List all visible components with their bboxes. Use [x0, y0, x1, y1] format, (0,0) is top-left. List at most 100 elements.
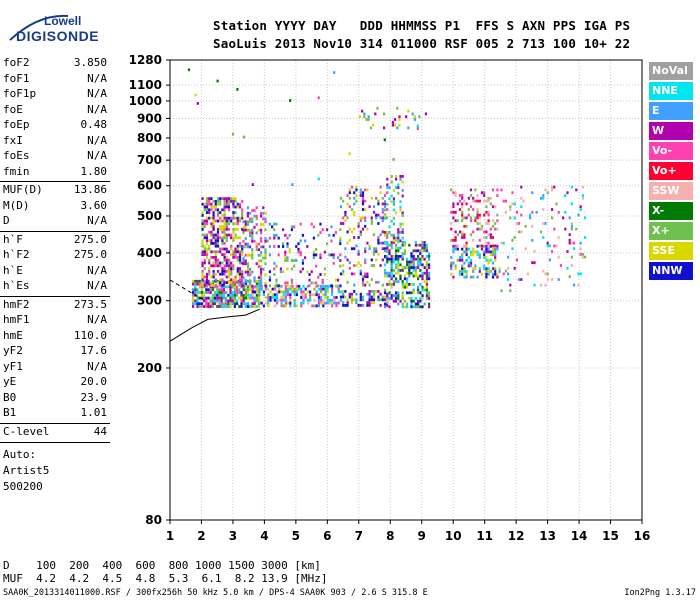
echo-point — [222, 291, 225, 294]
echo-point — [483, 230, 486, 234]
echo-point — [227, 200, 231, 203]
echo-point — [268, 275, 271, 279]
echo-point — [399, 269, 402, 272]
echo-point — [218, 291, 221, 294]
echo-point — [423, 288, 426, 292]
logo-bottom-text: DIGISONDE — [16, 28, 100, 44]
echo-point — [212, 270, 215, 273]
echo-point — [216, 299, 219, 303]
echo-point — [265, 301, 268, 305]
param-value: 275.0 — [73, 248, 107, 261]
echo-point — [241, 247, 244, 251]
echo-point — [205, 239, 209, 242]
param-name: C-level — [3, 424, 50, 438]
echo-point — [219, 200, 222, 203]
echo-point — [391, 120, 394, 124]
echo-point — [498, 270, 501, 273]
echo-point — [461, 219, 464, 223]
echo-point — [238, 236, 242, 240]
echo-point — [251, 234, 254, 238]
echo-point — [386, 292, 389, 296]
echo-point — [284, 304, 287, 308]
echo-point — [273, 284, 276, 288]
echo-point — [546, 244, 549, 248]
echo-point — [469, 275, 473, 279]
echo-point — [357, 261, 360, 265]
param-value: 1.80 — [80, 164, 108, 178]
echo-point — [421, 285, 424, 289]
echo-point — [401, 189, 404, 192]
echo-point — [210, 264, 213, 268]
echo-point — [392, 241, 395, 244]
echo-point — [461, 202, 464, 206]
echo-point — [210, 275, 213, 279]
echo-point — [260, 237, 263, 240]
echo-point — [240, 302, 243, 306]
echo-point — [450, 227, 453, 231]
echo-point — [428, 305, 431, 309]
echo-point — [244, 259, 247, 263]
echo-point — [381, 298, 384, 302]
echo-point — [397, 271, 400, 275]
echo-point — [287, 301, 290, 305]
echo-point — [257, 253, 260, 257]
echo-point — [273, 245, 276, 248]
echo-point — [408, 269, 411, 272]
echo-point — [255, 206, 258, 210]
echo-point — [230, 247, 233, 251]
echo-point — [463, 233, 466, 237]
echo-point — [331, 290, 334, 294]
echo-point — [230, 197, 233, 200]
echo-point — [234, 233, 237, 237]
echo-point — [324, 296, 327, 299]
echo-point — [381, 258, 384, 262]
echo-point — [222, 288, 225, 292]
echo-point — [469, 261, 473, 265]
echo-point — [450, 188, 453, 192]
echo-point — [201, 222, 204, 226]
echo-point — [579, 272, 582, 276]
echo-point — [319, 222, 322, 226]
echo-point — [194, 93, 197, 97]
echo-point — [221, 236, 224, 240]
echo-point — [207, 282, 210, 286]
echo-point — [472, 270, 475, 273]
echo-point — [410, 302, 413, 306]
echo-point — [458, 258, 462, 262]
echo-point — [229, 285, 232, 289]
echo-point — [216, 202, 220, 206]
echo-point — [255, 217, 258, 221]
echo-point — [421, 255, 424, 258]
echo-point — [381, 208, 384, 211]
echo-point — [320, 298, 323, 302]
echo-point — [372, 264, 376, 267]
echo-point — [397, 294, 400, 297]
echo-point — [216, 228, 220, 231]
echo-point — [267, 298, 270, 302]
echo-point — [289, 301, 292, 305]
echo-point — [384, 255, 387, 258]
echo-point — [275, 222, 278, 226]
echo-point — [339, 196, 343, 200]
echo-point — [383, 202, 387, 206]
echo-point — [408, 243, 411, 247]
echo-point — [312, 256, 315, 260]
echo-point — [258, 293, 261, 297]
echo-point — [319, 231, 322, 234]
echo-point — [384, 271, 387, 275]
echo-point — [230, 219, 233, 223]
echo-point — [339, 298, 342, 302]
echo-point — [579, 241, 582, 245]
echo-point — [368, 290, 371, 293]
echo-point — [306, 284, 309, 288]
echo-point — [254, 290, 257, 294]
echo-point — [465, 250, 468, 254]
echo-point — [229, 299, 232, 303]
echo-point — [476, 213, 479, 217]
echo-point — [333, 301, 336, 305]
echo-point — [230, 284, 233, 287]
echo-point — [236, 270, 239, 273]
echo-point — [504, 199, 507, 203]
echo-point — [262, 217, 265, 221]
echo-point — [236, 299, 239, 303]
